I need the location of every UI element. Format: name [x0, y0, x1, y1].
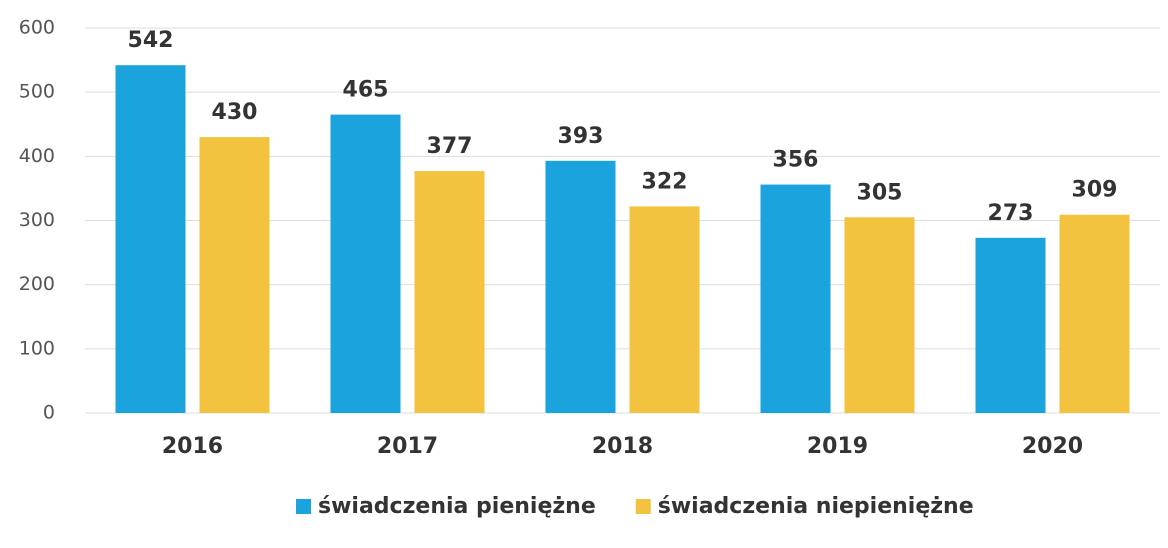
bar [199, 137, 270, 414]
data-label: 273 [988, 201, 1034, 226]
y-tick-label: 0 [43, 402, 55, 424]
data-label: 356 [773, 148, 819, 173]
y-tick-label: 500 [19, 81, 55, 103]
bar [760, 184, 831, 413]
bar [115, 65, 186, 413]
y-tick-label: 100 [19, 337, 55, 359]
data-label: 322 [642, 169, 688, 194]
x-tick-label: 2016 [162, 434, 223, 459]
legend-swatch [296, 499, 311, 514]
legend-swatch [635, 499, 651, 514]
bar [629, 206, 700, 413]
bar [330, 114, 401, 413]
data-label: 430 [212, 100, 258, 125]
bar [545, 160, 616, 413]
x-tick-label: 2019 [807, 434, 868, 459]
y-tick-label: 400 [19, 145, 55, 167]
y-tick-label: 300 [19, 209, 55, 231]
data-label: 465 [343, 78, 389, 103]
data-label: 542 [128, 28, 174, 53]
data-label: 305 [857, 180, 903, 205]
legend-label: świadczenia niepieniężne [658, 494, 974, 519]
y-tick-label: 600 [19, 17, 55, 39]
data-label: 377 [427, 134, 473, 159]
x-tick-label: 2017 [377, 434, 438, 459]
bar [1059, 214, 1130, 413]
x-tick-label: 2018 [592, 434, 653, 459]
y-tick-label: 200 [19, 273, 55, 295]
data-label: 309 [1072, 178, 1118, 203]
data-label: 393 [558, 124, 604, 149]
x-tick-label: 2020 [1022, 434, 1083, 459]
bar [975, 237, 1046, 413]
bar [414, 171, 485, 413]
bar [844, 217, 915, 413]
legend-label: świadczenia pieniężne [318, 494, 596, 519]
